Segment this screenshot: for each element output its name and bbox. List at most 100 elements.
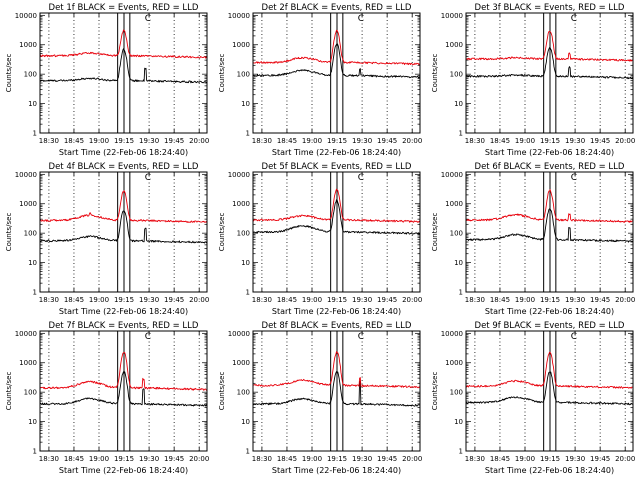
x-tick-label: 18:30 (252, 137, 272, 145)
series-events-line (39, 48, 208, 84)
x-tick-label: 19:00 (89, 296, 109, 304)
x-tick-label: 19:30 (565, 137, 585, 145)
y-axis-label: Counts/sec (218, 372, 226, 411)
x-axis-label: Start Time (22-Feb-06 18:24:40) (59, 466, 188, 475)
x-tick-label: 19:00 (89, 455, 109, 463)
x-tick-label: 19:45 (164, 455, 184, 463)
x-tick-label: 19:30 (352, 455, 372, 463)
y-tick-label: 10 (241, 418, 250, 426)
x-tick-label: 18:30 (39, 137, 59, 145)
x-tick-label: 19:15 (540, 137, 560, 145)
x-tick-label: 19:00 (89, 137, 109, 145)
x-tick-label: 18:45 (64, 137, 84, 145)
series-events-line (39, 371, 208, 407)
x-tick-label: 18:30 (39, 296, 59, 304)
plot-frame (465, 12, 634, 134)
panel-title: Det 9f BLACK = Events, RED = LLD (475, 321, 625, 331)
chart-panel-7: Det 7f BLACK = Events, RED = LLD Counts/s… (5, 321, 209, 475)
x-tick-label: 19:45 (590, 137, 610, 145)
x-tick-label: 20:00 (189, 455, 209, 463)
chart-panel-5: Det 5f BLACK = Events, RED = LLD Counts/s… (218, 162, 422, 316)
y-tick-label: 1 (246, 289, 250, 297)
series-lld-line (39, 29, 208, 59)
series-events-line (252, 199, 421, 235)
x-tick-label: 19:15 (327, 296, 347, 304)
x-axis-label: Start Time (22-Feb-06 18:24:40) (59, 307, 188, 316)
y-tick-label: 10000 (228, 171, 250, 179)
y-tick-label: 10 (241, 100, 250, 108)
y-tick-label: 100 (450, 230, 463, 238)
y-axis-label: Counts/sec (218, 54, 226, 93)
chart-panel-3: Det 3f BLACK = Events, RED = LLD Counts/s… (431, 3, 635, 157)
y-tick-label: 1 (459, 130, 463, 138)
panel-title: Det 8f BLACK = Events, RED = LLD (262, 321, 412, 331)
x-tick-label: 19:15 (327, 455, 347, 463)
y-tick-label: 100 (237, 230, 250, 238)
chart-panel-4: Det 4f BLACK = Events, RED = LLD Counts/s… (5, 162, 209, 316)
panel-title: Det 5f BLACK = Events, RED = LLD (262, 162, 412, 172)
y-tick-label: 10 (454, 259, 463, 267)
series-lld-line (465, 351, 634, 389)
marker-label: C (358, 14, 364, 24)
y-tick-label: 10 (241, 259, 250, 267)
chart-panel-9: Det 9f BLACK = Events, RED = LLD Counts/s… (431, 321, 635, 475)
x-tick-label: 19:15 (540, 455, 560, 463)
y-tick-label: 1 (33, 448, 37, 456)
y-tick-label: 10 (28, 418, 37, 426)
y-tick-label: 10 (28, 100, 37, 108)
x-tick-label: 20:00 (615, 296, 635, 304)
x-tick-label: 20:00 (189, 296, 209, 304)
marker-label: C (571, 14, 577, 24)
x-tick-label: 19:30 (565, 455, 585, 463)
y-tick-label: 10000 (441, 171, 463, 179)
x-tick-label: 19:45 (590, 455, 610, 463)
series-events-line (465, 371, 634, 406)
x-tick-label: 20:00 (402, 137, 422, 145)
series-lld-line (39, 190, 208, 224)
x-tick-label: 19:30 (139, 296, 159, 304)
x-tick-label: 19:15 (114, 296, 134, 304)
x-axis-label: Start Time (22-Feb-06 18:24:40) (485, 466, 614, 475)
x-tick-label: 18:45 (64, 455, 84, 463)
series-lld-line (252, 29, 421, 66)
x-tick-label: 19:30 (139, 137, 159, 145)
y-axis-label: Counts/sec (218, 213, 226, 252)
series-events-line (465, 208, 634, 243)
panel-title: Det 6f BLACK = Events, RED = LLD (475, 162, 625, 172)
y-tick-label: 1000 (232, 200, 250, 208)
x-tick-label: 19:15 (114, 455, 134, 463)
marker-label: C (145, 14, 151, 24)
x-tick-label: 19:45 (377, 296, 397, 304)
x-tick-label: 19:00 (515, 137, 535, 145)
series-lld-line (252, 188, 421, 223)
x-tick-label: 19:00 (515, 296, 535, 304)
plot-frame (39, 330, 208, 452)
series-lld-line (465, 189, 634, 223)
y-tick-label: 100 (450, 389, 463, 397)
y-tick-label: 10000 (15, 12, 37, 20)
plot-frame (252, 12, 421, 134)
y-axis-label: Counts/sec (431, 213, 439, 252)
x-tick-label: 19:45 (164, 296, 184, 304)
x-tick-label: 19:00 (302, 137, 322, 145)
x-tick-label: 19:15 (327, 137, 347, 145)
y-tick-label: 1000 (19, 359, 37, 367)
plot-frame (465, 171, 634, 293)
chart-panel-6: Det 6f BLACK = Events, RED = LLD Counts/s… (431, 162, 635, 316)
series-events-line (252, 371, 421, 407)
y-tick-label: 1 (246, 130, 250, 138)
marker-label: C (571, 173, 577, 183)
y-tick-label: 10 (28, 259, 37, 267)
marker-label: C (145, 332, 151, 342)
panel-title: Det 7f BLACK = Events, RED = LLD (49, 321, 199, 331)
x-tick-label: 18:30 (252, 455, 272, 463)
y-tick-label: 10000 (228, 330, 250, 338)
x-tick-label: 20:00 (402, 455, 422, 463)
y-tick-label: 1 (33, 289, 37, 297)
y-tick-label: 1 (33, 130, 37, 138)
series-lld-line (465, 31, 634, 62)
y-tick-label: 100 (237, 389, 250, 397)
y-axis-label: Counts/sec (5, 54, 13, 93)
y-tick-label: 10 (454, 418, 463, 426)
